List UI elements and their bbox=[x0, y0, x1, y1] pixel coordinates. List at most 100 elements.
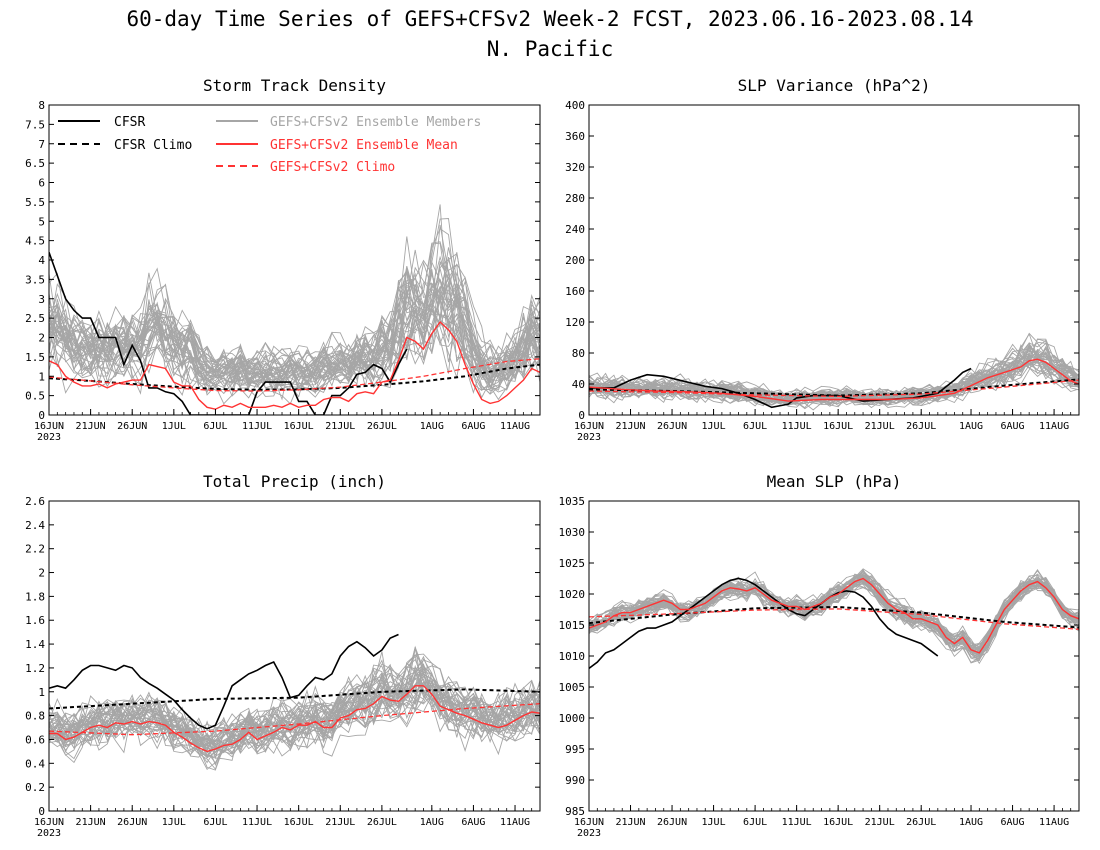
panel-slp-variance: SLP Variance (hPa^2) 0 40 80 120 160 200 240 280… bbox=[565, 76, 1080, 443]
ensemble-member-line bbox=[589, 574, 1079, 653]
panel-mean-slp: Mean SLP (hPa) 985 990 995 1000 1005 1010 1015 1… bbox=[559, 472, 1080, 839]
x-year-label: 2023 bbox=[37, 828, 61, 839]
x-tick-label: 1JUL bbox=[162, 817, 186, 828]
y-tick-label: 2.6 bbox=[25, 495, 45, 508]
y-tick-label: 0 bbox=[578, 409, 585, 422]
x-year-label: 2023 bbox=[37, 432, 61, 443]
y-tick-label: 1025 bbox=[559, 557, 586, 570]
x-tick-label: 16JUL bbox=[284, 421, 314, 432]
x-tick-label: 21JUN bbox=[615, 817, 645, 828]
y-tick-label: 5 bbox=[38, 215, 45, 228]
x-tick-label: 11JUL bbox=[242, 421, 272, 432]
x-tick-label: 21JUN bbox=[76, 817, 106, 828]
ensemble-member-line bbox=[49, 655, 540, 757]
x-year-label: 2023 bbox=[577, 828, 601, 839]
ensemble-member-line bbox=[49, 666, 540, 755]
y-tick-label: 1 bbox=[38, 686, 45, 699]
y-tick-label: 1035 bbox=[559, 495, 586, 508]
x-tick-label: 16JUL bbox=[823, 817, 853, 828]
y-tick-label: 990 bbox=[565, 774, 585, 787]
x-tick-label: 21JUL bbox=[865, 421, 895, 432]
y-tick-label: 0 bbox=[38, 409, 45, 422]
y-tick-label: 2.4 bbox=[25, 519, 45, 532]
series-line-ens-mean bbox=[49, 320, 540, 410]
x-tick-label: 11AUG bbox=[1039, 421, 1069, 432]
panel-title-mean-slp: Mean SLP (hPa) bbox=[767, 472, 902, 491]
y-tick-label: 1010 bbox=[559, 650, 586, 663]
x-year-label: 2023 bbox=[577, 432, 601, 443]
y-tick-label: 1.8 bbox=[25, 590, 45, 603]
x-tick-label: 26JUL bbox=[906, 817, 936, 828]
y-tick-label: 200 bbox=[565, 254, 585, 267]
ensemble-member-line bbox=[589, 347, 1079, 406]
x-tick-label: 16JUL bbox=[823, 421, 853, 432]
y-tick-label: 0.2 bbox=[25, 781, 45, 794]
x-tick-label: 6AUG bbox=[1001, 421, 1025, 432]
x-tick-label: 6AUG bbox=[461, 817, 485, 828]
y-tick-label: 0.6 bbox=[25, 733, 45, 746]
y-tick-label: 320 bbox=[565, 161, 585, 174]
x-tick-label: 1AUG bbox=[959, 421, 983, 432]
x-tick-label: 1JUL bbox=[702, 817, 726, 828]
plot-area-slp-variance bbox=[589, 332, 1079, 411]
x-tick-label: 11JUL bbox=[242, 817, 272, 828]
ensemble-member-line bbox=[49, 295, 540, 395]
x-tick-label: 11AUG bbox=[1039, 817, 1069, 828]
series-line-cfsr bbox=[49, 252, 408, 415]
legend-label-cfsr: CFSR bbox=[114, 115, 145, 130]
y-tick-label: 0.4 bbox=[25, 757, 45, 770]
y-tick-label: 4.5 bbox=[25, 235, 45, 248]
ensemble-member-line bbox=[49, 264, 540, 397]
x-tick-label: 21JUL bbox=[325, 421, 355, 432]
ensemble-member-line bbox=[49, 665, 540, 750]
x-tick-label: 6JUL bbox=[203, 817, 227, 828]
series-line-ens-climo bbox=[49, 703, 540, 736]
y-tick-label: 2 bbox=[38, 332, 45, 345]
y-tick-label: 360 bbox=[565, 130, 585, 143]
plot-frame bbox=[48, 500, 541, 812]
x-tick-label: 16JUN bbox=[34, 817, 64, 828]
y-tick-label: 160 bbox=[565, 285, 585, 298]
x-tick-label: 26JUL bbox=[906, 421, 936, 432]
y-tick-label: 2.5 bbox=[25, 312, 45, 325]
y-tick-label: 1.6 bbox=[25, 614, 45, 627]
y-tick-label: 120 bbox=[565, 316, 585, 329]
ensemble-member-line bbox=[589, 576, 1079, 663]
y-tick-label: 7.5 bbox=[25, 118, 45, 131]
legend-label-ens-climo: GEFS+CFSv2 Climo bbox=[270, 160, 395, 175]
y-tick-label: 985 bbox=[565, 805, 585, 818]
x-tick-label: 21JUL bbox=[865, 817, 895, 828]
x-tick-label: 16JUN bbox=[574, 421, 604, 432]
series-line-ens-climo bbox=[49, 358, 540, 392]
ensemble-member-line bbox=[49, 283, 540, 401]
ensemble-member-line bbox=[589, 332, 1079, 410]
y-tick-label: 3 bbox=[38, 293, 45, 306]
y-tick-label: 4 bbox=[38, 254, 45, 267]
x-tick-label: 6JUL bbox=[743, 817, 767, 828]
x-tick-label: 1AUG bbox=[420, 817, 444, 828]
y-tick-label: 1000 bbox=[559, 712, 586, 725]
x-tick-label: 26JUN bbox=[117, 421, 147, 432]
x-tick-label: 1JUL bbox=[162, 421, 186, 432]
x-tick-label: 26JUN bbox=[657, 817, 687, 828]
series-line-cfsr-climo bbox=[589, 605, 1079, 629]
x-tick-label: 11AUG bbox=[500, 421, 530, 432]
x-tick-label: 16JUN bbox=[574, 817, 604, 828]
y-tick-label: 1015 bbox=[559, 619, 586, 632]
x-tick-label: 6JUL bbox=[743, 421, 767, 432]
ensemble-member-line bbox=[49, 680, 540, 755]
ensemble-member-line bbox=[49, 651, 540, 755]
legend-label-members: GEFS+CFSv2 Ensemble Members bbox=[270, 115, 481, 130]
series-line-ens-mean bbox=[49, 685, 540, 753]
panel-storm-track-density: Storm Track Density 0 0.5 1 1.5 2 2.5 3 3.5 4 4.5 5… bbox=[25, 76, 541, 443]
y-tick-label: 0.5 bbox=[25, 390, 45, 403]
x-tick-label: 6AUG bbox=[461, 421, 485, 432]
y-tick-label: 80 bbox=[572, 347, 585, 360]
plot-frame bbox=[588, 500, 1080, 812]
x-tick-label: 11JUL bbox=[782, 817, 812, 828]
x-tick-label: 26JUL bbox=[367, 421, 397, 432]
series-line-cfsr bbox=[49, 633, 399, 730]
plot-area-mean-slp bbox=[589, 568, 1079, 670]
x-tick-label: 26JUL bbox=[367, 817, 397, 828]
ensemble-member-line bbox=[49, 236, 540, 397]
